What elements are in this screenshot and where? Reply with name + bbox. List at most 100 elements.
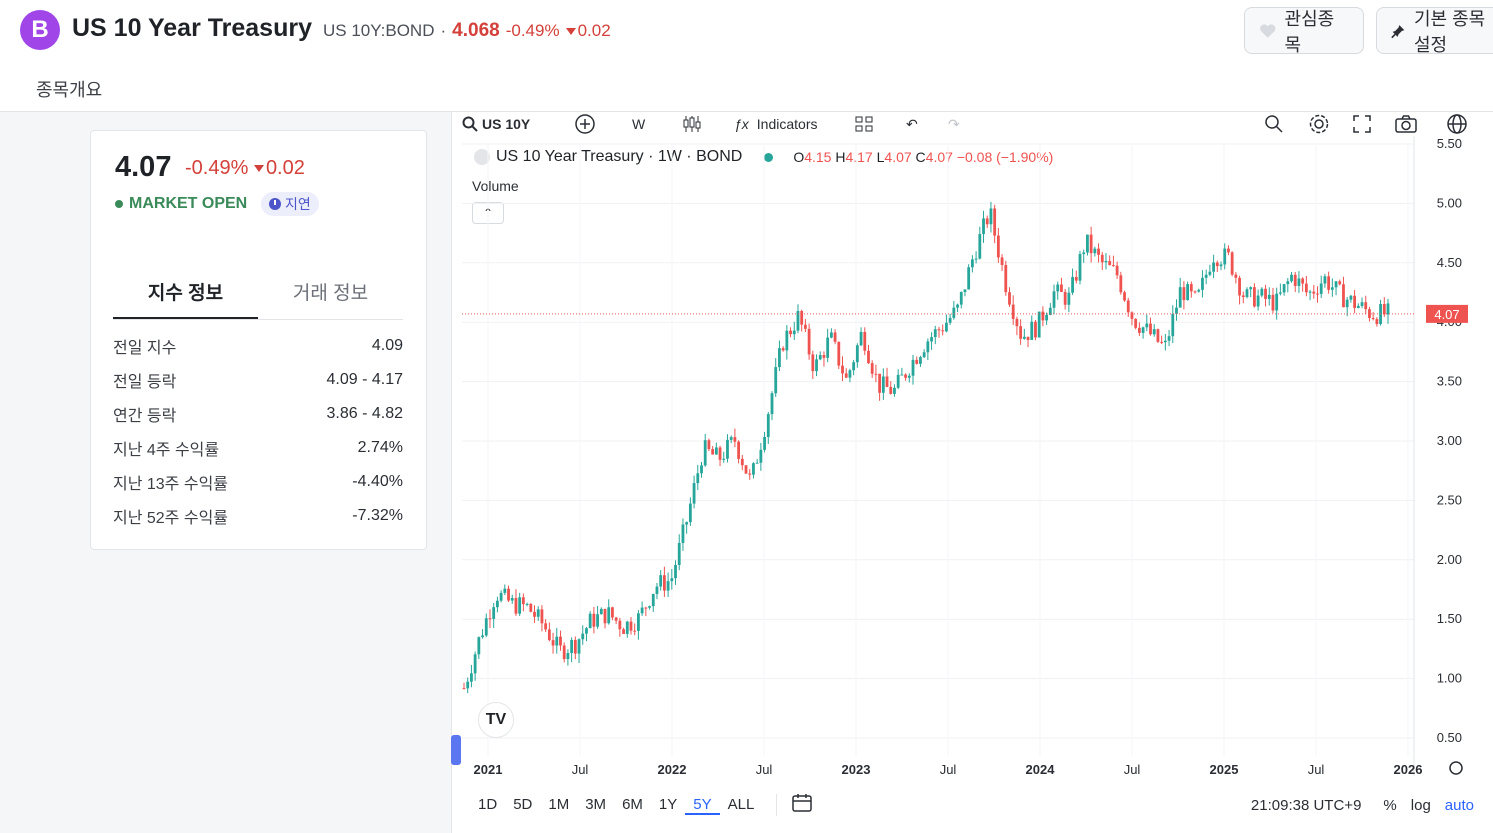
compare-button[interactable]: [574, 112, 596, 136]
range-5y[interactable]: 5Y: [685, 796, 720, 815]
candle-body: [1360, 302, 1364, 306]
layouts-button[interactable]: [854, 112, 874, 136]
candle-body: [881, 376, 885, 393]
candle-body: [1011, 304, 1015, 319]
snapshot-button[interactable]: [1394, 112, 1418, 136]
candle-body: [1297, 278, 1301, 286]
candle-body: [1004, 265, 1008, 293]
pin-default-button[interactable]: 기본 종목설정: [1376, 7, 1493, 55]
candle-body: [855, 345, 859, 363]
tab-trade-info[interactable]: 거래 정보: [292, 283, 369, 304]
candle-body: [618, 620, 622, 630]
candle-body: [1368, 309, 1371, 318]
settings-button[interactable]: [1308, 112, 1330, 136]
clock-time[interactable]: 21:09:38 UTC+9: [1250, 796, 1362, 814]
candle-body: [577, 639, 581, 654]
sidebar-handle[interactable]: [451, 735, 461, 765]
candle-body: [996, 235, 1000, 258]
chart-legend: US 10 Year Treasury · 1W · BOND O4.15 H4…: [474, 148, 1053, 166]
info-row: 전일 등락 4.09 - 4.17: [113, 363, 403, 397]
candle-body: [700, 465, 703, 474]
percent-toggle[interactable]: %: [1383, 796, 1397, 814]
publish-button[interactable]: [1446, 112, 1468, 136]
candle-body: [1119, 275, 1123, 293]
range-1y[interactable]: 1Y: [658, 795, 678, 813]
candle-body: [1186, 284, 1190, 301]
candle-body: [937, 329, 941, 331]
y-tick-label: 2.50: [1437, 492, 1462, 507]
candle-body: [1141, 327, 1145, 333]
candle-body: [822, 355, 826, 358]
candle-body: [930, 337, 933, 342]
candle-body: [1260, 288, 1264, 296]
candle-body: [863, 331, 867, 351]
undo-button[interactable]: ↶: [906, 112, 918, 136]
candle-body: [1345, 299, 1349, 308]
candle-body: [752, 463, 755, 475]
range-6m[interactable]: 6M: [622, 795, 643, 813]
price-plot[interactable]: 5.505.004.504.003.503.002.502.001.501.00…: [452, 136, 1493, 776]
range-all[interactable]: ALL: [727, 795, 755, 813]
y-tick-label: 0.50: [1437, 730, 1462, 745]
legend-c-label: C: [915, 149, 926, 165]
legend-name: US 10 Year Treasury · 1W · BOND: [496, 148, 743, 165]
candle-body: [625, 621, 629, 634]
x-tick-label: 2021: [474, 762, 503, 776]
top-header: B US 10 Year Treasury US 10Y:BOND · 4.06…: [0, 0, 1493, 112]
y-tick-label: 1.00: [1437, 671, 1462, 686]
candle-body: [945, 322, 948, 332]
indicators-button[interactable]: ƒx Indicators: [734, 112, 818, 136]
candle-body: [1278, 292, 1282, 294]
tab-index-info[interactable]: 지수 정보: [113, 276, 258, 319]
axis-settings-icon: [1449, 761, 1463, 775]
candle-body: [562, 645, 566, 660]
info-key: 지난 13주 수익률: [113, 476, 229, 493]
candle-body: [778, 348, 781, 368]
candle-body: [466, 681, 470, 689]
candle-body: [640, 607, 644, 614]
card-change-abs: 0.02: [265, 157, 305, 179]
candle-body: [1104, 260, 1108, 263]
camera-icon: [1395, 115, 1417, 133]
candle-body: [1212, 262, 1215, 272]
card-change-pct: -0.49%: [185, 157, 249, 179]
auto-toggle[interactable]: auto: [1444, 796, 1474, 814]
candle-body: [770, 393, 774, 415]
chart-type-button[interactable]: [682, 112, 702, 136]
y-tick-label: 4.50: [1437, 255, 1462, 270]
candle-body: [518, 597, 522, 614]
redo-button[interactable]: ↷: [948, 112, 960, 136]
candle-body: [477, 637, 481, 655]
range-3m[interactable]: 3M: [585, 795, 607, 813]
candle-body: [919, 357, 922, 364]
x-tick-label: Jul: [1124, 762, 1141, 776]
candle-body: [1152, 329, 1156, 335]
candle-body: [481, 635, 484, 638]
candle-body: [740, 458, 744, 466]
info-key: 전일 지수: [113, 340, 177, 357]
symbol-search-button[interactable]: US 10Y: [462, 112, 530, 136]
candle-body: [1204, 274, 1208, 278]
watchlist-button[interactable]: 관심종목: [1244, 7, 1364, 55]
fullscreen-button[interactable]: [1352, 112, 1372, 136]
candle-body: [878, 373, 882, 393]
log-toggle[interactable]: log: [1410, 796, 1431, 814]
volume-label: Volume: [472, 178, 519, 194]
candle-body: [1074, 276, 1078, 281]
candle-body: [1026, 336, 1030, 340]
date-range-button[interactable]: [791, 793, 813, 817]
range-1m[interactable]: 1M: [548, 795, 570, 813]
candle-body: [1353, 295, 1357, 308]
range-1d[interactable]: 1D: [478, 795, 498, 813]
candle-body: [1256, 295, 1260, 307]
interval-button[interactable]: W: [632, 116, 646, 132]
tab-overview[interactable]: 종목개요: [36, 80, 103, 100]
range-5d[interactable]: 5D: [513, 795, 533, 813]
status-dot-icon: [115, 200, 123, 208]
gear-icon: [1309, 114, 1329, 134]
candle-body: [1364, 302, 1368, 310]
candle-body: [789, 330, 792, 335]
zoom-button[interactable]: [1264, 112, 1284, 136]
candle-body: [1223, 248, 1227, 265]
candle-body: [1271, 294, 1275, 311]
